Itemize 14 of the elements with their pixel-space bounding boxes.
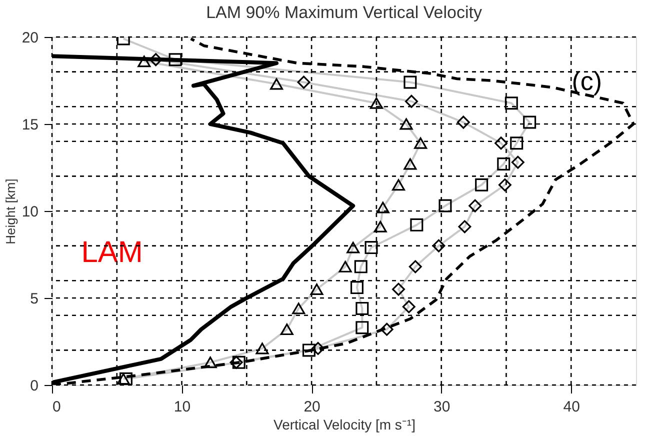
- x-tick-label: 0: [52, 398, 61, 416]
- chart-title: LAM 90% Maximum Vertical Velocity: [206, 3, 482, 22]
- y-tick-label: 10: [22, 204, 38, 220]
- x-tick-label: 10: [174, 398, 191, 416]
- x-tick-label: 30: [433, 398, 450, 416]
- x-tick-label: 20: [304, 398, 320, 416]
- y-tick-label: 0: [30, 378, 38, 394]
- y-axis-title: Height [km]: [2, 178, 18, 244]
- annotation: LAM: [81, 236, 143, 269]
- y-tick-label: 20: [22, 30, 38, 46]
- y-tick-label: 15: [22, 116, 38, 134]
- x-axis-title: Vertical Velocity [m s⁻¹]: [274, 416, 416, 432]
- y-tick-label: 5: [30, 290, 38, 308]
- x-tick-label: 40: [563, 398, 580, 416]
